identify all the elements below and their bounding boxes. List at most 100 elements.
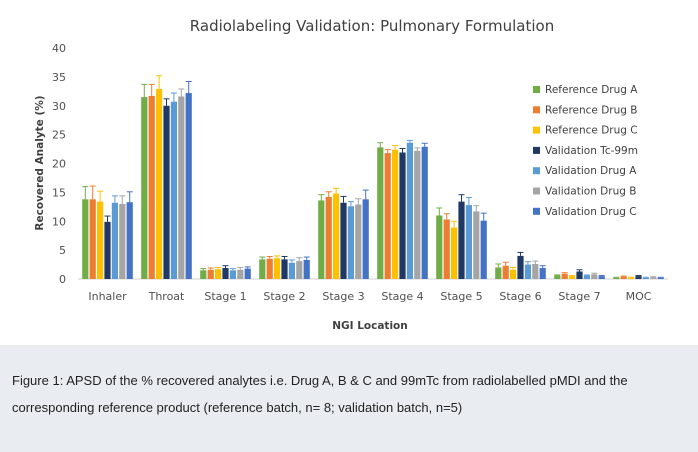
x-axis-label: NGI Location bbox=[332, 320, 408, 332]
legend-swatch bbox=[533, 207, 540, 215]
y-tick-label: 15 bbox=[52, 186, 66, 199]
bar bbox=[274, 258, 281, 279]
legend-label: Validation Drug B bbox=[545, 186, 636, 198]
figure-caption: Figure 1: APSD of the % recovered analyt… bbox=[12, 373, 628, 415]
bar bbox=[141, 97, 148, 280]
x-tick-label: Stage 7 bbox=[558, 290, 600, 303]
legend-label: Validation Tc-99m bbox=[545, 145, 638, 157]
bar bbox=[510, 269, 517, 279]
bar bbox=[473, 211, 480, 279]
bar bbox=[620, 276, 627, 279]
bar bbox=[340, 202, 347, 279]
bar bbox=[347, 206, 354, 279]
bar bbox=[104, 221, 111, 279]
bar bbox=[303, 259, 310, 279]
bar bbox=[657, 277, 664, 279]
bar bbox=[554, 275, 561, 279]
bar bbox=[163, 105, 170, 279]
bar bbox=[82, 199, 89, 279]
bar bbox=[215, 269, 222, 279]
legend-swatch bbox=[533, 126, 540, 134]
y-axis-ticks: 0 5 10 15 20 25 30 35 40 bbox=[52, 42, 66, 286]
bar bbox=[495, 267, 502, 279]
y-tick-label: 10 bbox=[52, 215, 66, 228]
bar bbox=[642, 277, 649, 279]
legend-swatch bbox=[533, 167, 540, 175]
x-tick-label: Stage 2 bbox=[263, 290, 305, 303]
bar bbox=[89, 199, 96, 279]
y-tick-label: 40 bbox=[52, 42, 66, 55]
bar bbox=[384, 153, 391, 279]
bar bbox=[583, 275, 590, 279]
bar bbox=[185, 93, 192, 279]
bar bbox=[333, 193, 340, 279]
bar bbox=[569, 276, 576, 279]
bar bbox=[244, 268, 251, 279]
bar bbox=[502, 265, 509, 279]
legend-label: Reference Drug B bbox=[545, 104, 637, 116]
bar bbox=[635, 276, 642, 279]
bar bbox=[406, 142, 413, 279]
bar bbox=[443, 219, 450, 279]
bar bbox=[207, 269, 214, 279]
bar bbox=[126, 202, 133, 279]
bar bbox=[259, 259, 266, 279]
bar bbox=[266, 258, 273, 279]
chart-area: Radiolabeling Validation: Pulmonary Form… bbox=[34, 17, 668, 332]
bar bbox=[421, 146, 428, 279]
x-tick-label: Stage 4 bbox=[381, 290, 423, 303]
bar bbox=[628, 277, 635, 279]
bar bbox=[458, 201, 465, 279]
bar bbox=[229, 270, 236, 279]
legend-swatch bbox=[533, 106, 540, 114]
bar bbox=[281, 259, 288, 279]
y-tick-label: 25 bbox=[52, 129, 66, 142]
y-tick-label: 20 bbox=[52, 158, 66, 171]
y-axis-label: Recovered Analyte (%) bbox=[34, 95, 46, 230]
bar bbox=[288, 262, 295, 279]
bar bbox=[156, 89, 163, 279]
bar-chart: Radiolabeling Validation: Pulmonary Form… bbox=[34, 17, 668, 332]
x-tick-label: Stage 5 bbox=[440, 290, 482, 303]
x-tick-label: Stage 1 bbox=[204, 290, 246, 303]
x-tick-label: Inhaler bbox=[88, 290, 127, 303]
legend-label: Reference Drug A bbox=[545, 84, 638, 96]
y-tick-label: 35 bbox=[52, 71, 66, 84]
bar bbox=[465, 205, 472, 279]
bar bbox=[480, 220, 487, 279]
bar bbox=[296, 261, 303, 279]
bar bbox=[517, 255, 524, 279]
bar bbox=[325, 196, 332, 279]
bar bbox=[377, 147, 384, 279]
caption-box: Figure 1: APSD of the % recovered analyt… bbox=[0, 345, 698, 452]
legend: Reference Drug A Reference Drug B Referenc… bbox=[533, 84, 638, 218]
chart-title: Radiolabeling Validation: Pulmonary Form… bbox=[190, 17, 554, 35]
y-tick-label: 30 bbox=[52, 100, 66, 113]
bar bbox=[532, 263, 539, 279]
bar bbox=[399, 152, 406, 279]
bar bbox=[539, 268, 546, 279]
bar bbox=[451, 227, 458, 279]
bar bbox=[111, 202, 118, 279]
bar bbox=[650, 277, 657, 279]
x-tick-label: MOC bbox=[626, 290, 652, 303]
bar bbox=[200, 270, 207, 279]
bar bbox=[524, 264, 531, 279]
bar bbox=[355, 204, 362, 279]
bar bbox=[362, 199, 369, 279]
bar bbox=[436, 215, 443, 279]
bar bbox=[97, 201, 104, 279]
bar bbox=[392, 149, 399, 279]
bar bbox=[148, 95, 155, 280]
x-tick-label: Stage 6 bbox=[499, 290, 541, 303]
bar bbox=[237, 269, 244, 279]
legend-swatch bbox=[533, 146, 540, 154]
bars-group bbox=[82, 75, 664, 280]
legend-swatch bbox=[533, 86, 540, 93]
bar bbox=[414, 150, 421, 279]
bar bbox=[598, 276, 605, 279]
x-tick-label: Throat bbox=[148, 290, 185, 303]
legend-label: Validation Drug C bbox=[545, 206, 637, 218]
bar bbox=[576, 271, 583, 279]
